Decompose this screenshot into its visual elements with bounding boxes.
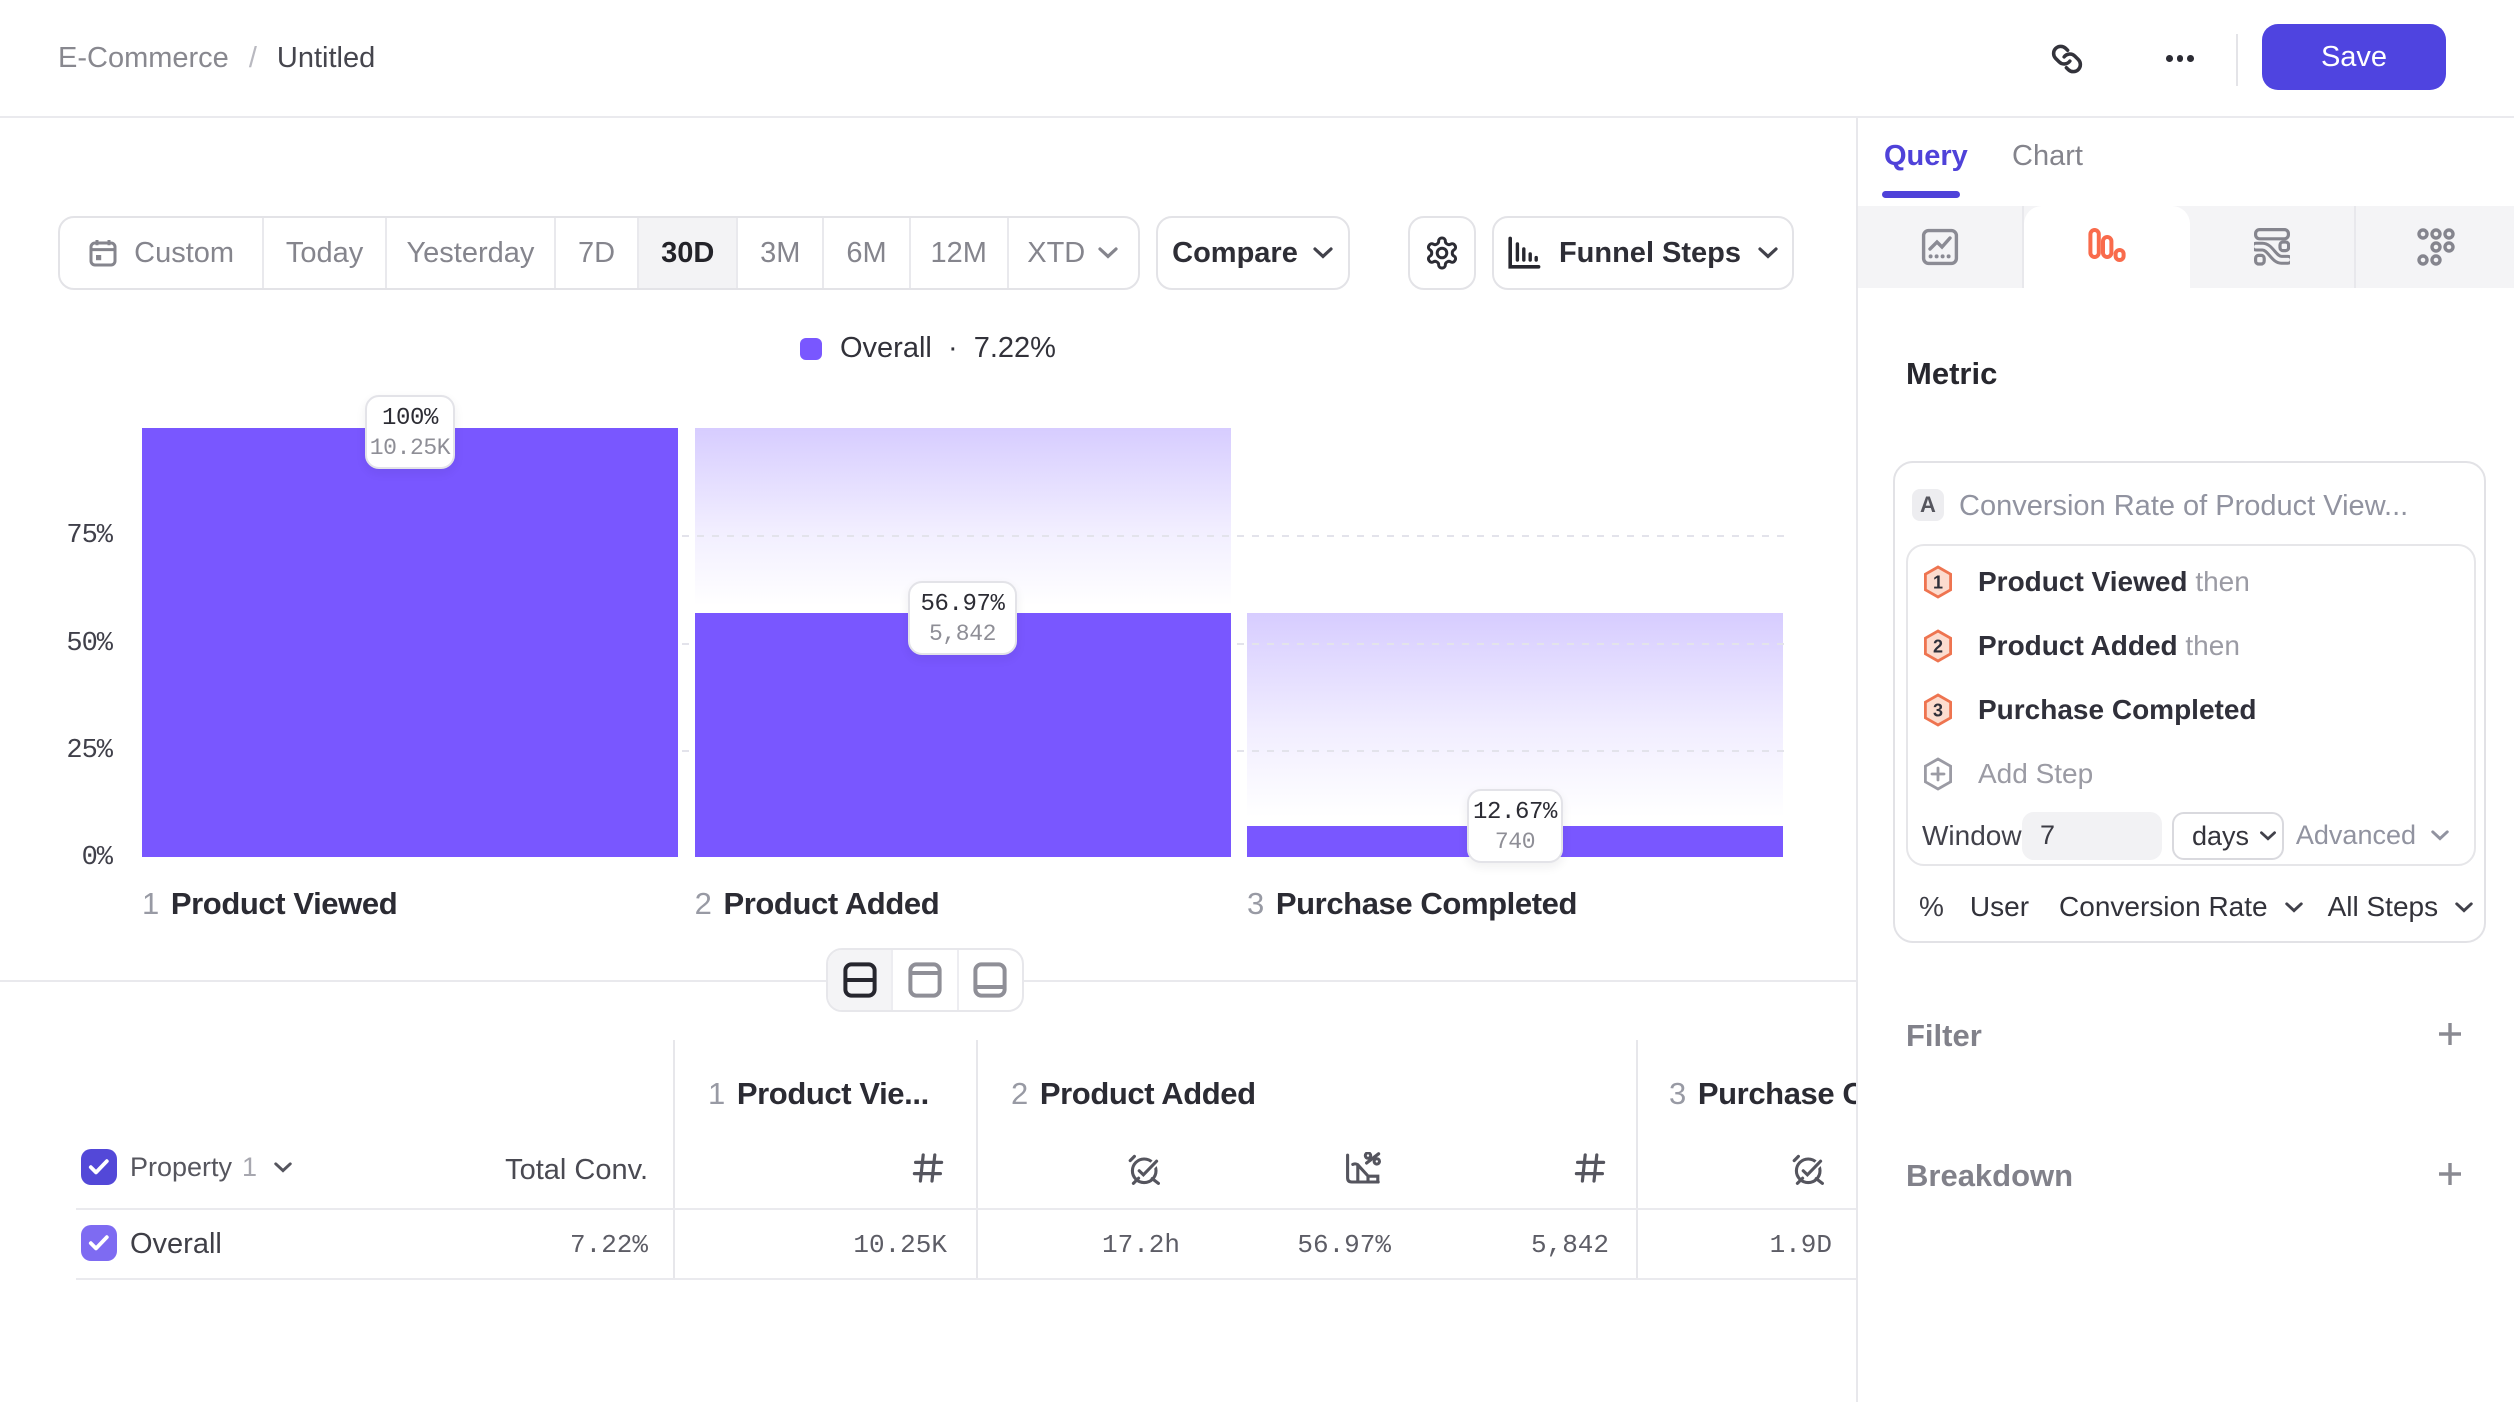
svg-text:1: 1 (1933, 573, 1943, 593)
svg-text:2: 2 (1933, 637, 1943, 657)
svg-text:3: 3 (1933, 701, 1943, 721)
